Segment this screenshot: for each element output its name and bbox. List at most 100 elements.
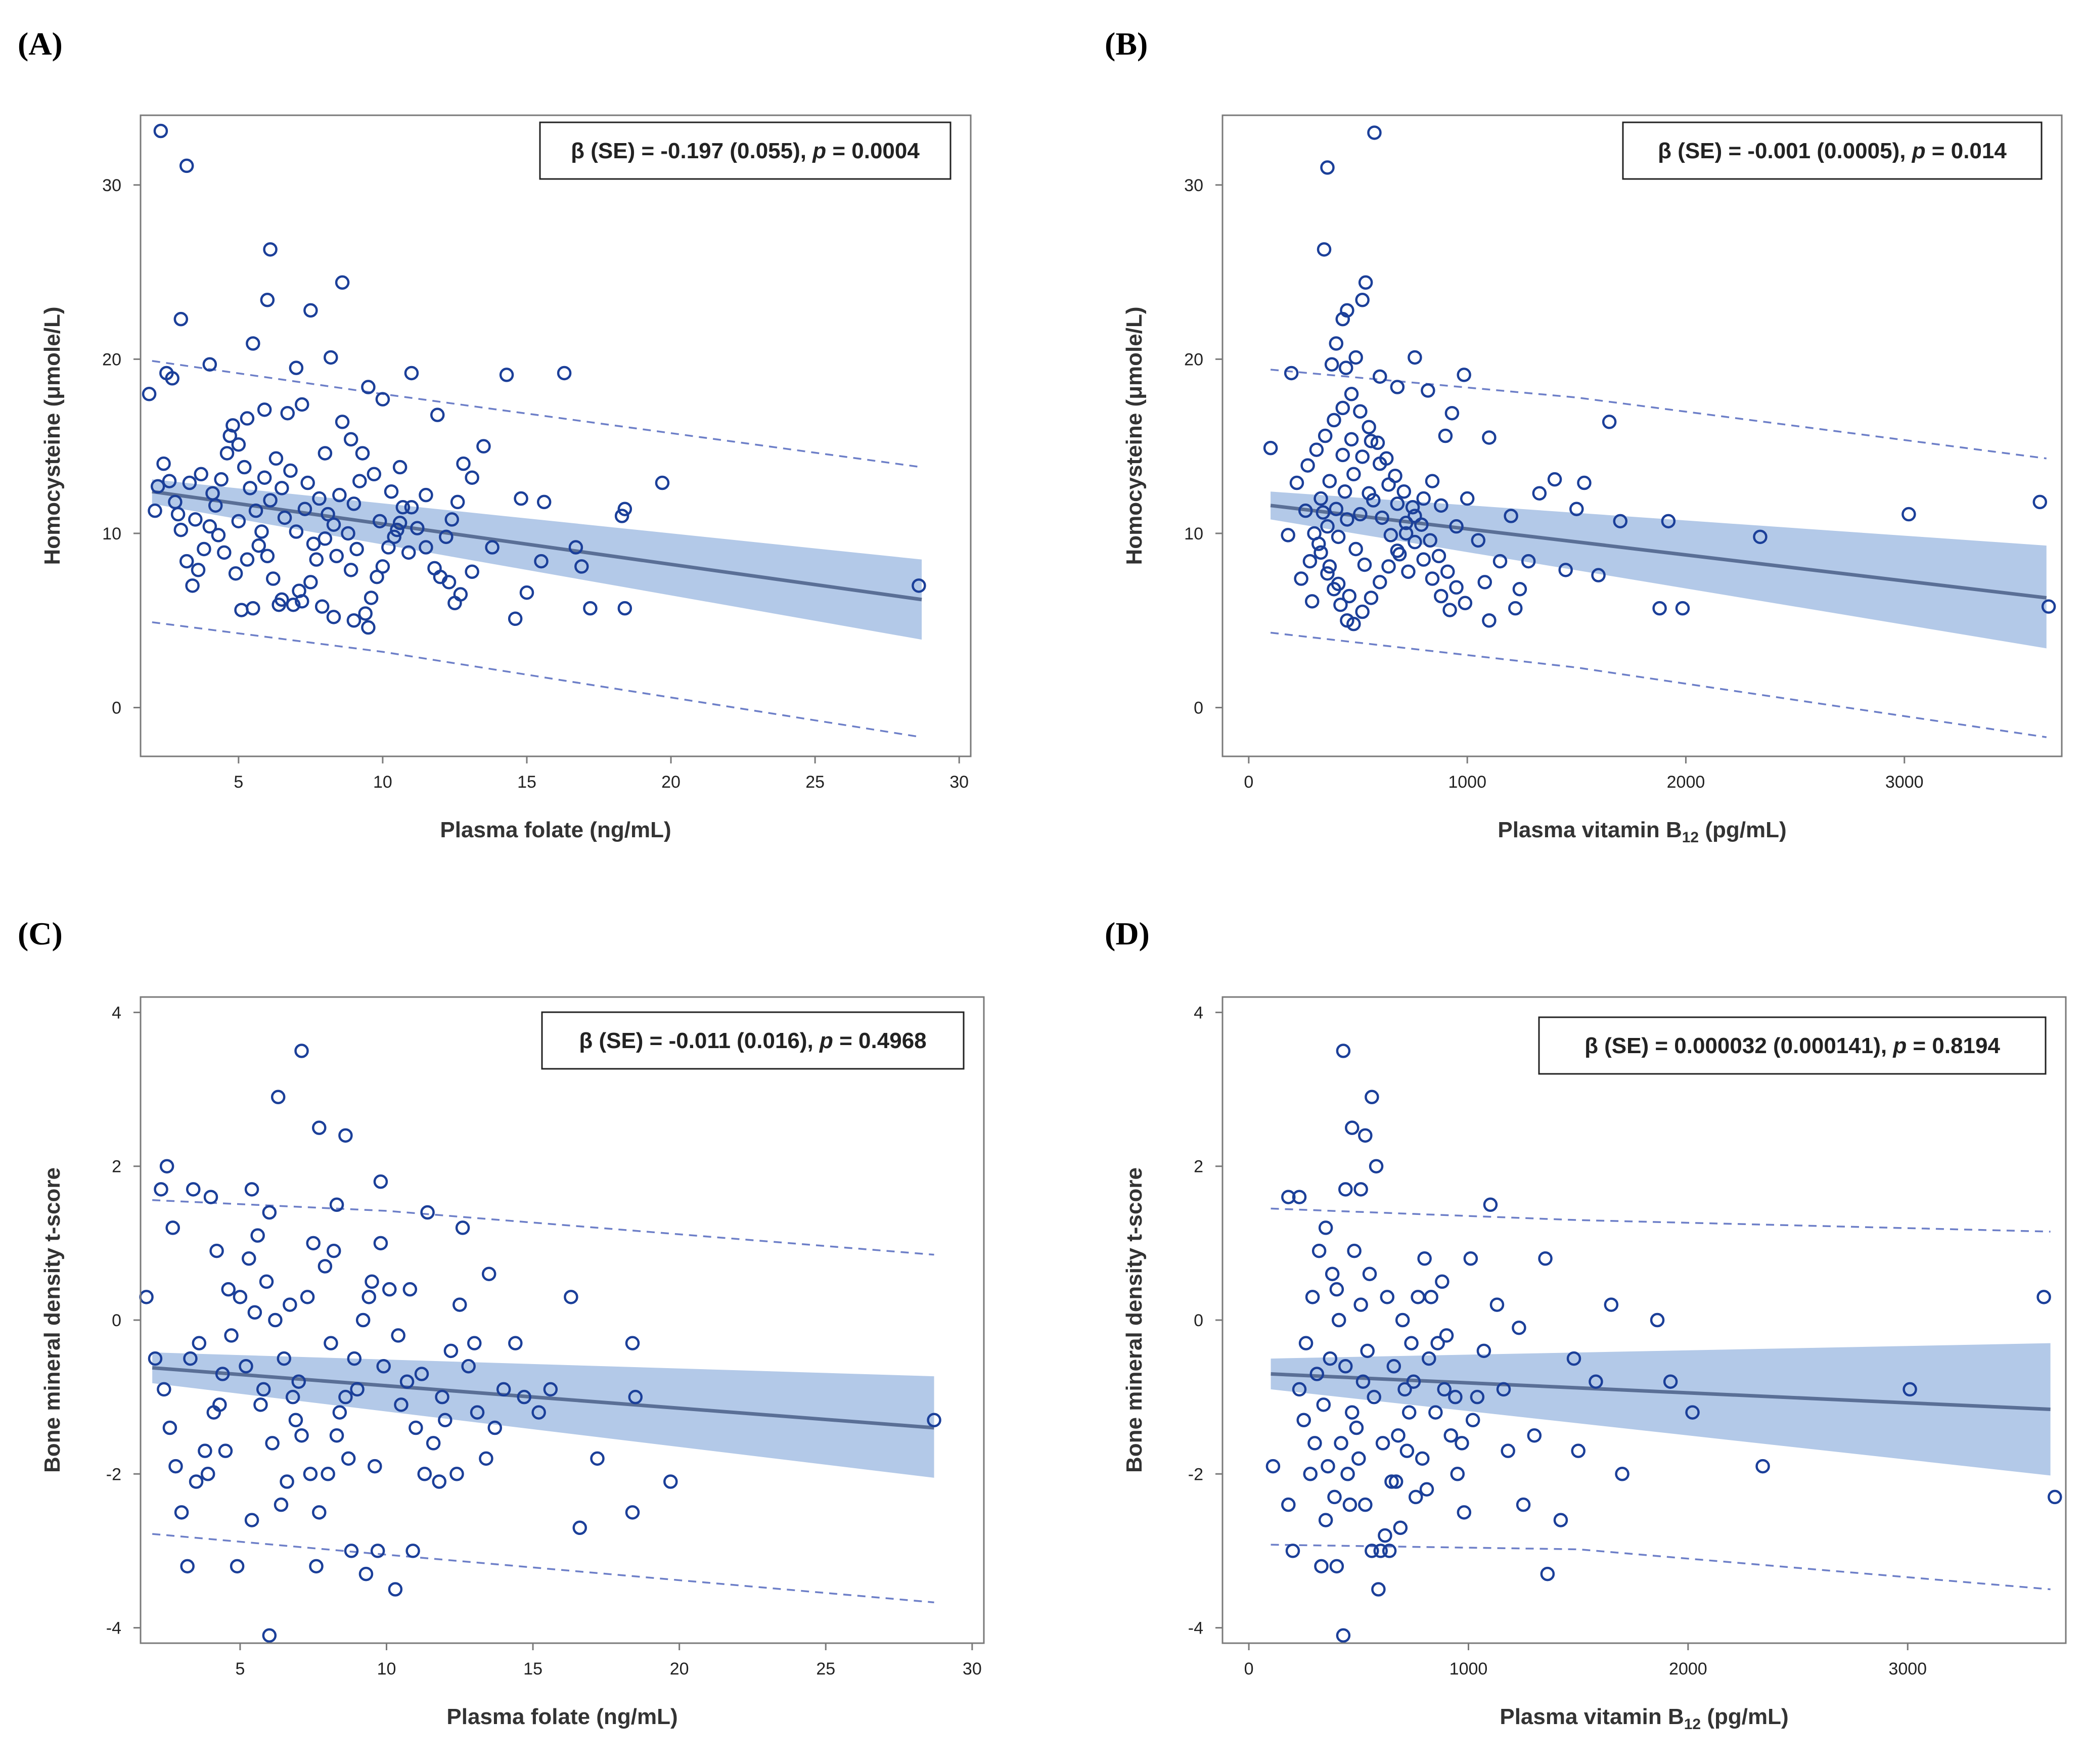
data-point <box>372 514 387 529</box>
data-point <box>230 1559 245 1574</box>
data-point <box>365 1274 379 1289</box>
data-point <box>1569 502 1584 516</box>
data-point <box>1342 1497 1357 1512</box>
data-point <box>1338 1182 1353 1197</box>
data-point <box>211 528 226 542</box>
data-point <box>1406 1374 1421 1389</box>
data-point <box>1508 601 1523 616</box>
data-point <box>395 500 411 515</box>
data-point <box>1438 428 1453 443</box>
data-point <box>260 549 275 563</box>
y-axis-title: Bone mineral density t-score <box>40 1167 65 1473</box>
data-point <box>1457 368 1471 382</box>
data-point <box>514 491 528 506</box>
data-point <box>1338 1359 1353 1374</box>
x-tick-label: 25 <box>805 773 825 792</box>
data-point <box>1449 519 1464 534</box>
data-point <box>283 463 298 478</box>
data-point <box>154 1182 168 1197</box>
x-tick-label: 0 <box>1244 1659 1254 1679</box>
data-point <box>1422 1351 1436 1366</box>
data-point <box>384 484 399 499</box>
data-point <box>1465 1413 1480 1428</box>
data-point <box>1358 275 1373 290</box>
y-tick-label: 20 <box>1184 350 1203 369</box>
data-point <box>1375 510 1389 525</box>
data-point <box>1353 1182 1368 1197</box>
x-tick-label: 15 <box>517 773 536 792</box>
data-point <box>188 512 203 527</box>
stat-annotation: β (SE) = 0.000032 (0.000141), p = 0.8194 <box>1584 1033 2000 1058</box>
data-point <box>1316 1397 1331 1412</box>
data-point <box>439 529 454 545</box>
data-point <box>218 1443 233 1458</box>
data-point <box>1292 1382 1307 1397</box>
data-point <box>438 1413 452 1428</box>
data-point <box>1296 1413 1311 1428</box>
data-point <box>1318 1513 1333 1527</box>
data-point <box>476 439 491 454</box>
data-point <box>1317 242 1332 257</box>
data-point <box>557 366 572 381</box>
data-point <box>197 541 211 557</box>
data-point <box>294 1428 309 1443</box>
data-point <box>1304 594 1320 609</box>
data-point <box>465 470 479 485</box>
y-tick-label: 2 <box>112 1157 121 1177</box>
data-point <box>1281 1190 1296 1204</box>
data-point <box>1489 1297 1505 1312</box>
data-point <box>435 1389 449 1405</box>
data-point <box>285 1389 300 1405</box>
data-point <box>1346 616 1361 631</box>
data-point <box>1342 589 1356 604</box>
data-point <box>485 540 500 555</box>
data-point <box>198 1443 212 1458</box>
data-point <box>222 428 237 443</box>
data-point <box>1409 1489 1423 1505</box>
data-point <box>1347 1243 1362 1258</box>
data-point <box>1483 1197 1498 1212</box>
data-point <box>1496 1382 1511 1397</box>
stat-p-value: = 0.014 <box>1926 139 2007 163</box>
data-point <box>1353 507 1368 522</box>
data-point <box>441 575 457 590</box>
prediction-lower-line <box>152 1533 934 1604</box>
data-point <box>329 1197 344 1212</box>
data-point <box>253 1397 268 1412</box>
y-axis-title: Homocysteine (μmole/L) <box>1122 306 1147 565</box>
data-point <box>1320 566 1335 581</box>
prediction-lower-line <box>152 621 922 738</box>
data-point <box>1615 1467 1629 1481</box>
data-point <box>1311 1243 1327 1258</box>
prediction-upper-line <box>1270 369 2047 460</box>
data-point <box>1417 1251 1432 1266</box>
data-point <box>1340 512 1354 527</box>
data-point <box>335 275 350 290</box>
data-point <box>297 502 312 516</box>
data-point <box>280 405 295 421</box>
data-point <box>583 601 598 616</box>
data-point <box>427 561 442 576</box>
data-point <box>283 1297 297 1312</box>
data-point <box>1604 1297 1619 1312</box>
data-point <box>1281 528 1295 542</box>
data-point <box>461 1359 476 1374</box>
stat-beta: β (SE) = -0.001 (0.0005), <box>1658 139 1912 163</box>
data-point <box>1348 541 1363 557</box>
data-point <box>275 481 289 495</box>
data-point <box>1458 596 1473 611</box>
data-point <box>1365 1544 1379 1558</box>
data-point <box>1353 404 1368 419</box>
data-point <box>1463 1251 1478 1266</box>
data-point <box>1428 1405 1443 1420</box>
data-point <box>456 456 471 471</box>
data-point <box>1316 505 1331 520</box>
data-point <box>1532 486 1547 501</box>
data-point <box>148 1351 163 1366</box>
data-point <box>1369 1159 1384 1173</box>
data-point <box>1383 528 1398 542</box>
data-point <box>292 583 306 598</box>
data-point <box>617 601 632 616</box>
x-axis-title-main: Plasma vitamin B <box>1500 1704 1684 1729</box>
y-tick-label: 30 <box>102 176 121 195</box>
